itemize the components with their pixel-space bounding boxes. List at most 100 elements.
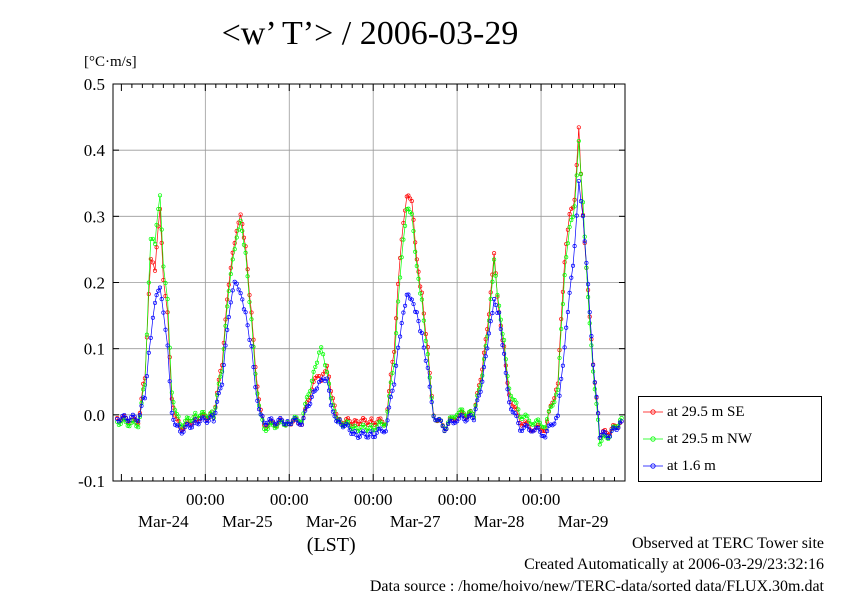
point-1-247 (550, 403, 555, 408)
point-2-63 (225, 327, 230, 332)
point-1-237 (532, 421, 537, 426)
point-1-78 (253, 371, 258, 376)
legend-item-se: at 29.5 m SE (643, 403, 745, 421)
y-tick-label-1: 0.4 (84, 141, 106, 160)
point-2-90 (274, 421, 279, 426)
point-2-122 (332, 414, 337, 419)
point-1-49 (201, 409, 206, 415)
point-2-49 (201, 415, 206, 420)
x-time-label-3: 00:00 (438, 490, 477, 509)
point-0-174 (421, 311, 426, 316)
point-0-251 (557, 348, 562, 353)
point-2-88 (271, 419, 276, 424)
point-2-54 (209, 413, 215, 418)
point-0-76 (249, 310, 254, 315)
point-2-176 (425, 365, 430, 370)
point-1-251 (557, 355, 562, 361)
point-1-240 (537, 420, 542, 425)
point-2-21 (152, 300, 158, 305)
point-2-229 (518, 428, 523, 433)
point-0-28 (165, 310, 170, 315)
point-2-271 (592, 380, 597, 385)
point-1-241 (539, 424, 544, 429)
y-tick-label-2: 0.3 (84, 207, 105, 226)
point-1-120 (328, 396, 333, 401)
point-1-163 (403, 223, 408, 228)
footer-observed: Observed at TERC Tower site (631, 535, 824, 552)
point-2-237 (532, 428, 537, 433)
point-1-252 (559, 326, 564, 332)
point-2-256 (565, 310, 570, 315)
point-1-79 (255, 391, 260, 396)
y-tick-label-4: 0.1 (84, 340, 105, 359)
point-2-141 (364, 435, 369, 440)
point-0-25 (159, 240, 164, 245)
point-1-176 (425, 352, 430, 357)
point-1-158 (394, 331, 399, 336)
point-2-47 (198, 419, 203, 424)
point-2-216 (495, 310, 500, 316)
point-1-228 (516, 407, 521, 412)
point-1-219 (500, 331, 505, 337)
point-2-78 (253, 385, 258, 390)
point-2-219 (500, 343, 505, 348)
point-2-79 (255, 398, 260, 403)
point-1-174 (421, 318, 426, 323)
point-2-42 (189, 425, 194, 430)
point-2-72 (241, 307, 246, 312)
point-2-121 (330, 409, 335, 414)
point-1-272 (594, 401, 599, 406)
point-0-169 (413, 240, 418, 245)
point-1-242 (541, 424, 546, 430)
point-1-16 (142, 382, 147, 388)
x-date-label-5: Mar-29 (558, 512, 609, 531)
point-1-159 (396, 299, 401, 304)
legend-swatch-se (643, 409, 663, 415)
point-2-132 (349, 431, 354, 437)
point-2-46 (196, 422, 201, 427)
x-time-label-0: 00:00 (186, 490, 225, 509)
point-0-144 (369, 416, 374, 421)
point-2-85 (265, 420, 270, 425)
point-1-44 (193, 410, 198, 415)
legend-label-1-6m: at 1.6 m (667, 457, 716, 474)
point-2-203 (473, 407, 478, 412)
point-0-136 (356, 422, 361, 427)
point-1-175 (423, 338, 428, 343)
point-1-167 (409, 211, 414, 216)
point-0-19 (148, 256, 153, 262)
point-2-30 (169, 410, 174, 415)
point-1-111 (311, 369, 316, 374)
point-2-258 (569, 275, 574, 280)
point-1-160 (398, 275, 403, 280)
point-2-241 (539, 433, 544, 438)
point-1-218 (498, 317, 503, 322)
point-2-164 (404, 292, 409, 297)
point-0-77 (251, 337, 256, 342)
point-1-274 (597, 442, 602, 447)
point-2-224 (508, 407, 514, 412)
point-2-62 (223, 343, 228, 348)
point-1-117 (323, 363, 328, 368)
point-0-158 (394, 316, 399, 321)
point-1-268 (587, 321, 592, 326)
point-2-254 (562, 345, 567, 350)
point-1-26 (161, 264, 166, 269)
point-1-155 (388, 380, 393, 385)
x-date-label-2: Mar-26 (306, 512, 357, 531)
series-markers-1 (115, 138, 624, 447)
point-2-140 (362, 431, 367, 436)
point-1-22 (154, 222, 159, 227)
point-2-198 (465, 417, 470, 422)
point-0-210 (485, 327, 490, 332)
point-2-156 (390, 388, 395, 393)
point-1-173 (419, 297, 424, 302)
point-2-14 (139, 403, 144, 408)
point-1-101 (294, 415, 299, 420)
point-2-105 (301, 416, 306, 421)
point-2-158 (394, 363, 399, 368)
point-2-257 (567, 290, 572, 295)
point-1-245 (546, 409, 551, 414)
point-2-159 (396, 345, 401, 350)
point-1-144 (369, 422, 374, 428)
